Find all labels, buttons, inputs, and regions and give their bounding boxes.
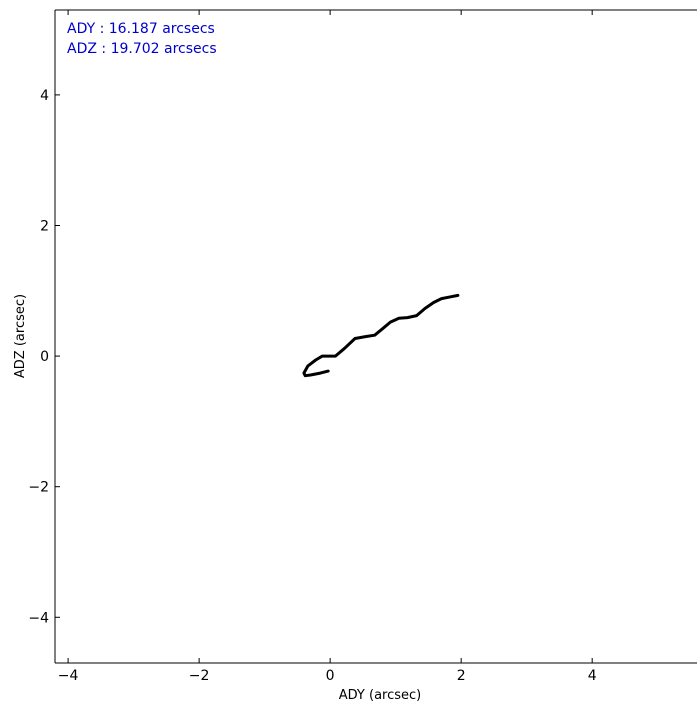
ady-annotation: ADY : 16.187 arcsecs xyxy=(67,21,215,37)
y-tick-label: −4 xyxy=(28,610,49,626)
y-axis-title: ADZ (arcsec) xyxy=(13,294,28,378)
x-tick-label: 2 xyxy=(457,668,466,684)
x-tick-label: 4 xyxy=(588,668,597,684)
y-axis-ticks: −4 −2 0 2 4 xyxy=(28,88,60,626)
plot-frame xyxy=(54,9,697,664)
y-tick-label: 2 xyxy=(40,218,49,234)
x-axis-ticks: −4 −2 0 2 4 xyxy=(58,10,597,684)
y-tick-label: 4 xyxy=(40,88,49,104)
x-axis-title: ADY (arcsec) xyxy=(339,688,422,703)
y-tick-label: 0 xyxy=(40,349,49,365)
series-layer xyxy=(302,293,460,378)
y-tick-label: −2 xyxy=(28,480,49,496)
pointing-track-line xyxy=(302,293,460,378)
x-tick-label: 0 xyxy=(326,668,335,684)
adz-annotation: ADZ : 19.702 arcsecs xyxy=(67,41,217,57)
x-tick-label: −4 xyxy=(58,668,79,684)
x-tick-label: −2 xyxy=(189,668,210,684)
